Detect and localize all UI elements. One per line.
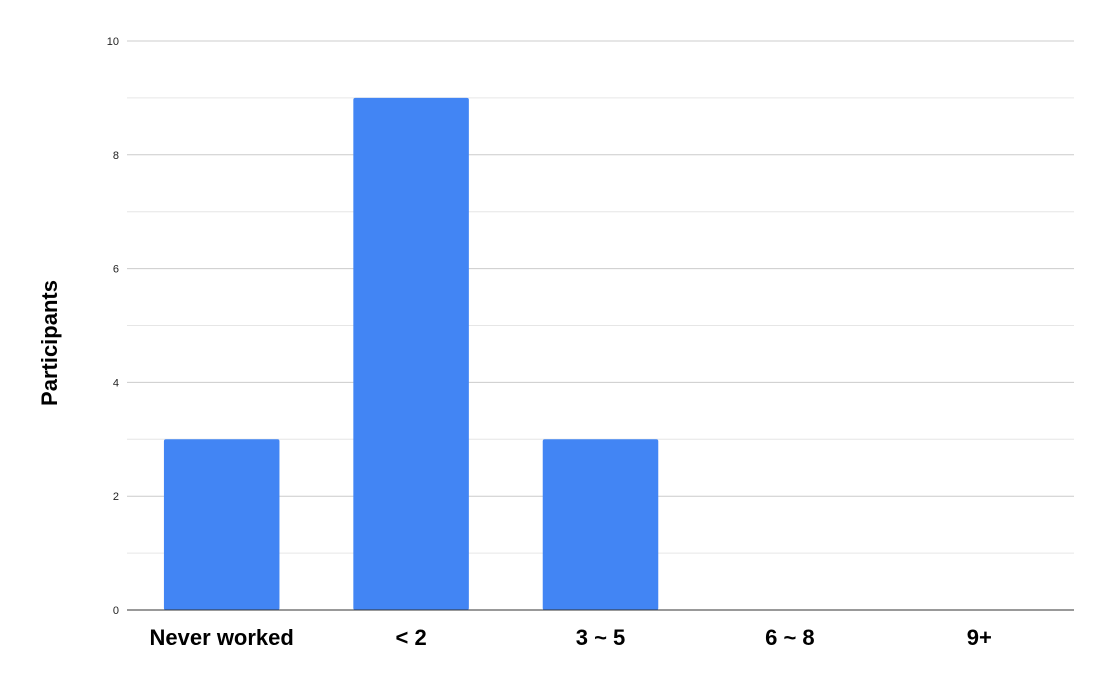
bar: [163, 439, 280, 610]
x-tick-label: 3 ~ 5: [576, 625, 626, 650]
y-tick-label: 10: [107, 36, 119, 48]
y-tick-label: 0: [113, 605, 119, 617]
bar: [542, 439, 659, 610]
bar: [353, 97, 469, 610]
x-tick-label: Never worked: [150, 625, 294, 650]
y-tick-label: 4: [113, 377, 119, 389]
bars: [163, 97, 659, 610]
x-axis-ticks: Never worked < 2 3 ~ 5 6 ~ 8 9+: [150, 625, 992, 650]
y-tick-label: 2: [113, 491, 119, 503]
gridlines: [127, 40, 1074, 554]
y-tick-label: 8: [113, 150, 119, 162]
y-tick-label: 6: [113, 264, 119, 276]
y-axis-label: Participants: [37, 280, 62, 406]
x-tick-label: < 2: [395, 625, 426, 650]
x-tick-label: 9+: [967, 625, 992, 650]
x-tick-label: 6 ~ 8: [765, 625, 815, 650]
y-axis-ticks: 0 2 4 6 8 10: [107, 36, 119, 617]
